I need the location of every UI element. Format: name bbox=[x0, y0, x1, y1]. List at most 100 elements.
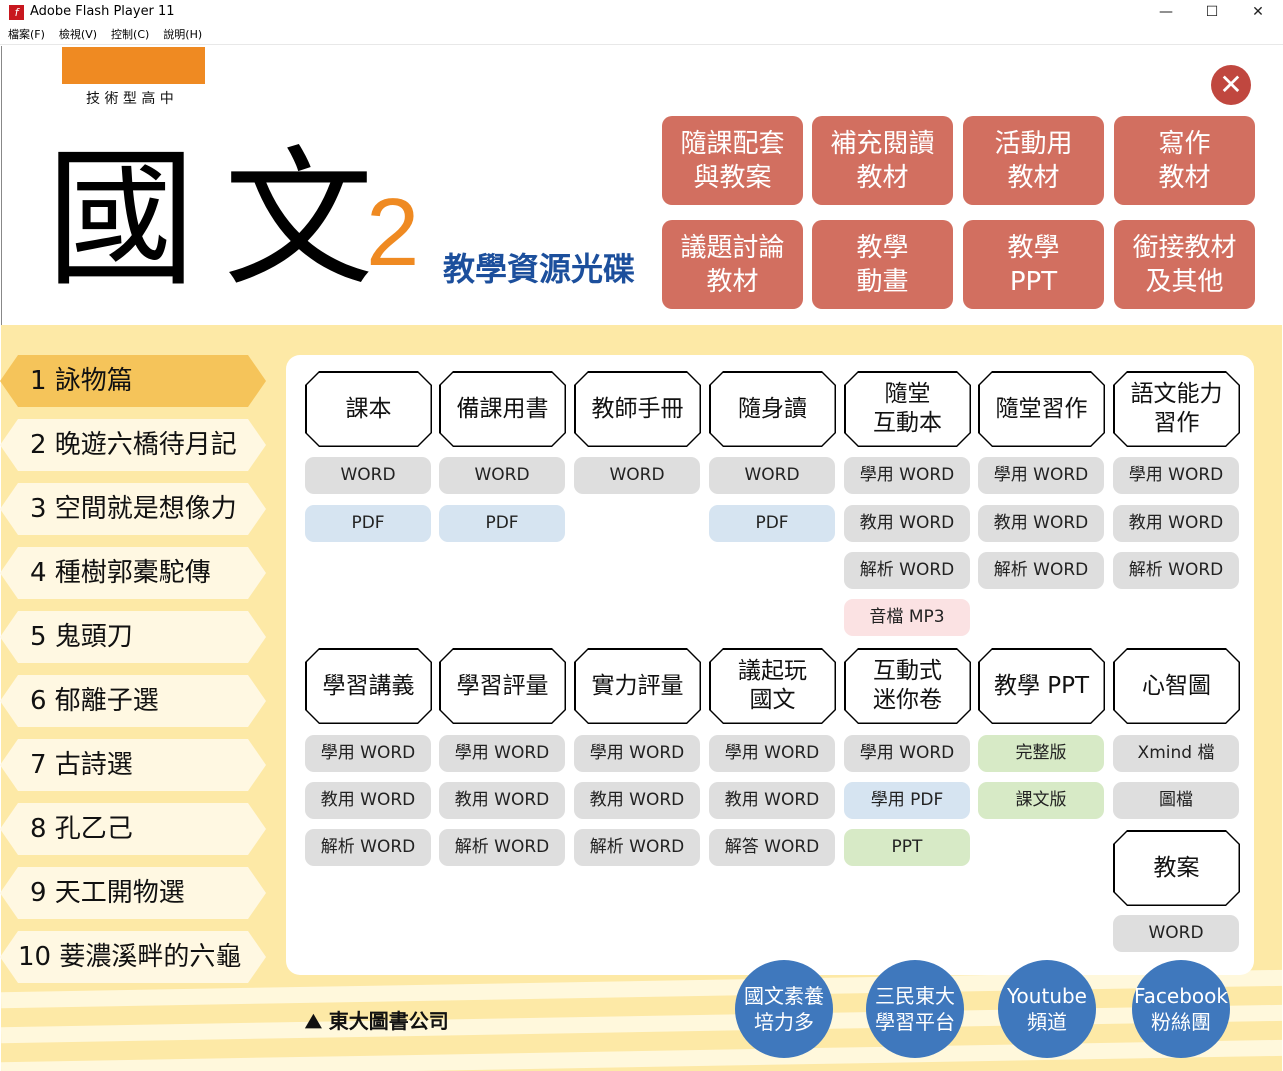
menu-view[interactable]: 檢視(V) bbox=[58, 28, 98, 41]
file-download-button[interactable]: 解答 WORD bbox=[709, 829, 835, 866]
resource-header: 教案 bbox=[1113, 830, 1240, 906]
lesson-tab[interactable]: 10 菨濃溪畔的六龜 bbox=[0, 931, 266, 983]
label-line: 補充閱讀 bbox=[830, 128, 935, 159]
file-download-button[interactable]: 教用 WORD bbox=[305, 782, 431, 819]
close-app-button[interactable]: ✕ bbox=[1211, 65, 1251, 105]
file-download-button[interactable]: 學用 PDF bbox=[844, 782, 970, 819]
maximize-button[interactable]: ☐ bbox=[1205, 4, 1219, 20]
label-line: 銜接教材 bbox=[1132, 232, 1237, 263]
resource-title: 議起玩 國文 bbox=[711, 650, 835, 723]
label-line: 培力多 bbox=[754, 1010, 814, 1034]
resource-header: 教師手冊 bbox=[574, 371, 701, 447]
file-download-button[interactable]: 解析 WORD bbox=[1113, 552, 1239, 589]
file-download-button[interactable]: 教用 WORD bbox=[709, 782, 835, 819]
lesson-tab[interactable]: 7 古詩選 bbox=[0, 739, 266, 791]
resource-header: 課本 bbox=[305, 371, 432, 447]
file-download-button[interactable]: WORD bbox=[305, 457, 431, 494]
label-line: 與教案 bbox=[693, 162, 772, 193]
file-download-button[interactable]: 教用 WORD bbox=[978, 505, 1104, 542]
label-line: 教學 bbox=[1007, 232, 1060, 263]
label-line: 教材 bbox=[1158, 162, 1211, 193]
resource-title: 學習講義 bbox=[307, 650, 431, 723]
resource-header: 心智圖 bbox=[1113, 648, 1240, 724]
lesson-tab[interactable]: 2 晚遊六橋待月記 bbox=[0, 419, 266, 471]
subtitle: 教學資源光碟 bbox=[443, 250, 636, 288]
file-download-button[interactable]: WORD bbox=[709, 457, 835, 494]
file-download-button[interactable]: WORD bbox=[439, 457, 565, 494]
file-download-button[interactable]: 學用 WORD bbox=[978, 457, 1104, 494]
resource-category-button[interactable]: 活動用 教材 bbox=[963, 116, 1104, 205]
resource-category-button[interactable]: 教學 動畫 bbox=[812, 220, 953, 309]
file-download-button[interactable]: PDF bbox=[439, 505, 565, 542]
external-link-button[interactable]: Facebook 粉絲團 bbox=[1132, 960, 1230, 1058]
lesson-tab[interactable]: 6 郁離子選 bbox=[0, 675, 266, 727]
file-download-button[interactable]: 教用 WORD bbox=[1113, 505, 1239, 542]
file-download-button[interactable]: 學用 WORD bbox=[709, 735, 835, 772]
file-download-button[interactable]: 音檔 MP3 bbox=[844, 599, 970, 636]
file-download-button[interactable]: 解析 WORD bbox=[305, 829, 431, 866]
resource-title: 學習評量 bbox=[441, 650, 565, 723]
resource-title: 課本 bbox=[307, 373, 431, 446]
file-download-button[interactable]: 教用 WORD bbox=[844, 505, 970, 542]
file-download-button[interactable]: 解析 WORD bbox=[844, 552, 970, 589]
file-download-button[interactable]: Xmind 檔 bbox=[1113, 735, 1239, 772]
external-link-button[interactable]: 三民東大 學習平台 bbox=[866, 960, 964, 1058]
resource-category-button[interactable]: 銜接教材 及其他 bbox=[1114, 220, 1255, 309]
menu-file[interactable]: 檔案(F) bbox=[8, 28, 45, 41]
resource-title: 隨堂習作 bbox=[980, 373, 1104, 446]
label-line: 三民東大 bbox=[875, 984, 955, 1008]
lesson-tab[interactable]: 1 詠物篇 bbox=[0, 355, 266, 407]
close-window-button[interactable]: ✕ bbox=[1252, 4, 1264, 20]
file-download-button[interactable]: 解析 WORD bbox=[574, 829, 700, 866]
menu-help[interactable]: 說明(H) bbox=[163, 28, 203, 41]
file-download-button[interactable]: 課文版 bbox=[978, 782, 1104, 819]
resource-title: 隨堂 互動本 bbox=[846, 373, 970, 446]
file-download-button[interactable]: 教用 WORD bbox=[439, 782, 565, 819]
resource-header: 學習講義 bbox=[305, 648, 432, 724]
menu-bar: 檔案(F) 檢視(V) 控制(C) 說明(H) bbox=[0, 25, 1283, 45]
resource-category-button[interactable]: 隨課配套 與教案 bbox=[662, 116, 803, 205]
label-line: PPT bbox=[1009, 266, 1058, 297]
minimize-button[interactable]: — bbox=[1159, 4, 1173, 20]
external-link-button[interactable]: Youtube 頻道 bbox=[998, 960, 1096, 1058]
resource-header: 議起玩 國文 bbox=[709, 648, 836, 724]
file-download-button[interactable]: 學用 WORD bbox=[844, 457, 970, 494]
publisher-logo: ⛰ 東大圖書公司 bbox=[305, 1005, 449, 1034]
page-title: 國 文 bbox=[46, 133, 374, 307]
file-download-button[interactable]: PDF bbox=[709, 505, 835, 542]
file-download-button[interactable]: PDF bbox=[305, 505, 431, 542]
lesson-tab[interactable]: 9 天工開物選 bbox=[0, 867, 266, 919]
external-link-button[interactable]: 國文素養 培力多 bbox=[735, 960, 833, 1058]
resource-category-button[interactable]: 議題討論 教材 bbox=[662, 220, 803, 309]
file-download-button[interactable]: 解析 WORD bbox=[439, 829, 565, 866]
lesson-tab[interactable]: 8 孔乙己 bbox=[0, 803, 266, 855]
file-download-button[interactable]: 學用 WORD bbox=[439, 735, 565, 772]
file-download-button[interactable]: 解析 WORD bbox=[978, 552, 1104, 589]
file-download-button[interactable]: WORD bbox=[574, 457, 700, 494]
file-download-button[interactable]: 學用 WORD bbox=[1113, 457, 1239, 494]
lesson-tab[interactable]: 5 鬼頭刀 bbox=[0, 611, 266, 663]
label-line: 教材 bbox=[706, 266, 759, 297]
resource-category-button[interactable]: 寫作 教材 bbox=[1114, 116, 1255, 205]
file-download-button[interactable]: 完整版 bbox=[978, 735, 1104, 772]
resource-category-button[interactable]: 補充閱讀 教材 bbox=[812, 116, 953, 205]
brand-bar bbox=[62, 47, 205, 84]
resource-title: 教師手冊 bbox=[576, 373, 700, 446]
resource-title: 語文能力 習作 bbox=[1115, 373, 1239, 446]
file-download-button[interactable]: 教用 WORD bbox=[574, 782, 700, 819]
file-download-button[interactable]: 學用 WORD bbox=[574, 735, 700, 772]
file-download-button[interactable]: PPT bbox=[844, 829, 970, 866]
flash-icon: f bbox=[9, 5, 24, 20]
file-download-button[interactable]: 學用 WORD bbox=[305, 735, 431, 772]
resource-header: 互動式 迷你卷 bbox=[844, 648, 971, 724]
label-line: 及其他 bbox=[1145, 266, 1224, 297]
lesson-tab[interactable]: 3 空間就是想像力 bbox=[0, 483, 266, 535]
resource-category-button[interactable]: 教學 PPT bbox=[963, 220, 1104, 309]
menu-control[interactable]: 控制(C) bbox=[111, 28, 150, 41]
resource-title: 備課用書 bbox=[441, 373, 565, 446]
lesson-tab[interactable]: 4 種樹郭橐駝傳 bbox=[0, 547, 266, 599]
file-download-button[interactable]: 學用 WORD bbox=[844, 735, 970, 772]
label-line: 教學 bbox=[856, 232, 909, 263]
file-download-button[interactable]: WORD bbox=[1113, 915, 1239, 952]
file-download-button[interactable]: 圖檔 bbox=[1113, 782, 1239, 819]
